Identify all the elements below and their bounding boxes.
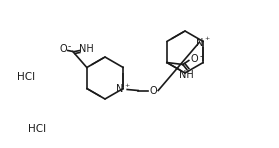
Text: HCl: HCl — [28, 124, 46, 134]
Text: O: O — [59, 45, 67, 54]
Text: HCl: HCl — [17, 72, 35, 82]
Text: N: N — [117, 85, 124, 95]
Text: NH: NH — [179, 70, 194, 79]
Text: O: O — [149, 86, 157, 96]
Text: N: N — [196, 37, 204, 48]
Text: O: O — [190, 53, 198, 63]
Text: -: - — [199, 52, 203, 61]
Text: +: + — [124, 83, 130, 88]
Text: -: - — [67, 42, 70, 51]
Text: +: + — [205, 36, 210, 41]
Text: NH: NH — [80, 45, 94, 54]
